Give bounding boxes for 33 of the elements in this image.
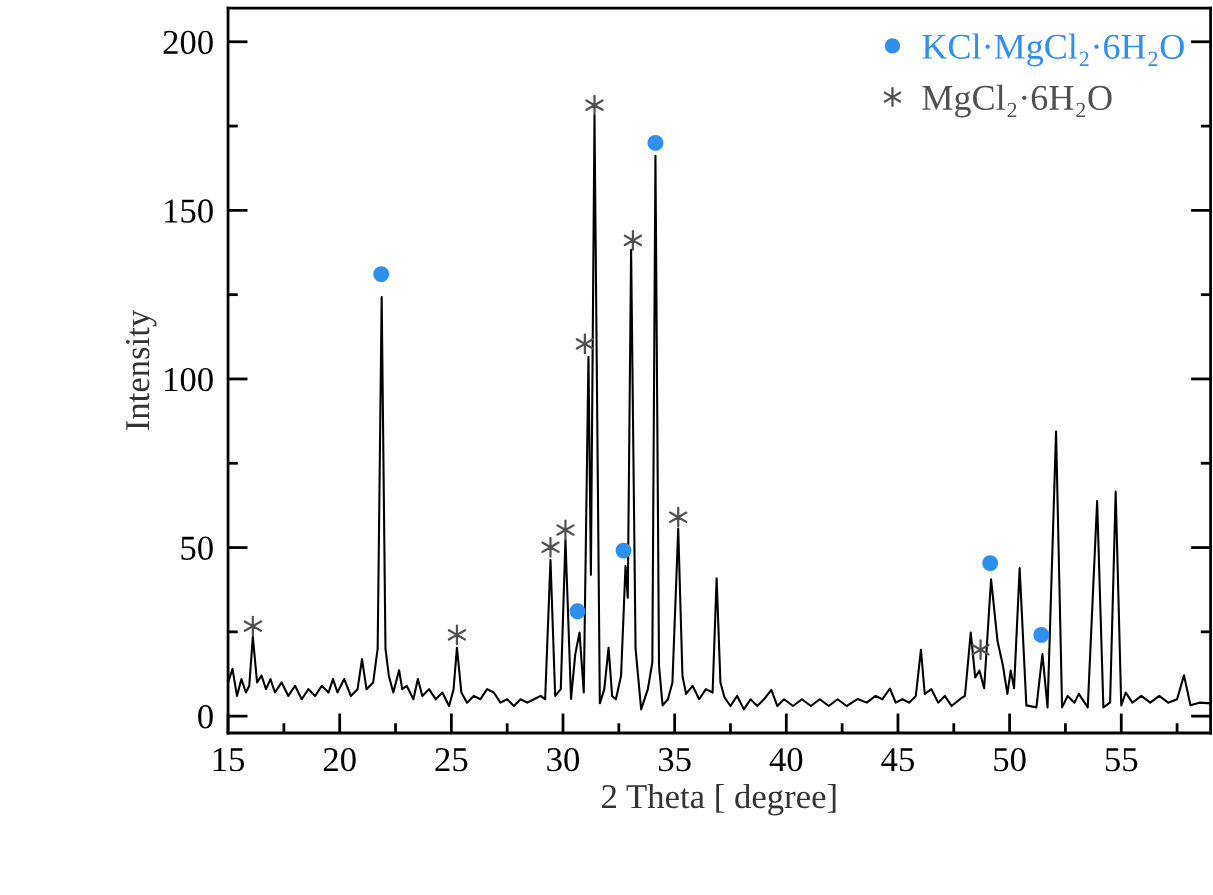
point	[373, 266, 390, 283]
x-tick-label: 15	[213, 748, 245, 772]
point	[669, 506, 688, 528]
point	[647, 135, 664, 151]
y-tick-label: 200	[163, 30, 213, 55]
legend-label: KCl·MgCl₂·6H₂O	[922, 33, 1184, 67]
x-tick-label: 50	[994, 747, 1026, 772]
x-tick-label: 25	[435, 748, 468, 772]
y-tick-label: 150	[165, 199, 213, 223]
point	[982, 555, 999, 571]
point	[569, 603, 586, 620]
point	[585, 94, 604, 116]
point	[575, 333, 595, 355]
y-tick-label: 50	[181, 536, 213, 560]
point	[243, 615, 263, 637]
y-tick-label: 0	[198, 705, 213, 729]
x-tick-label: 30	[547, 747, 580, 772]
x-tick-label: 20	[323, 747, 356, 772]
point	[556, 519, 575, 541]
x-tick-label: 35	[658, 748, 691, 772]
legend-label: MgCl₂·6H₂O	[922, 84, 1112, 118]
point	[1033, 626, 1050, 643]
x-axis-title: 2 Theta [ degree]	[602, 783, 836, 816]
y-tick-label: 100	[165, 367, 213, 392]
x-tick-label: 55	[1105, 748, 1138, 772]
point	[541, 536, 560, 558]
point	[615, 542, 632, 559]
point	[623, 229, 643, 251]
point	[971, 639, 990, 661]
x-tick-label: 45	[881, 748, 914, 772]
y-axis-title: Intensity	[126, 309, 157, 431]
point	[447, 624, 467, 646]
x-tick-label: 40	[769, 747, 803, 772]
